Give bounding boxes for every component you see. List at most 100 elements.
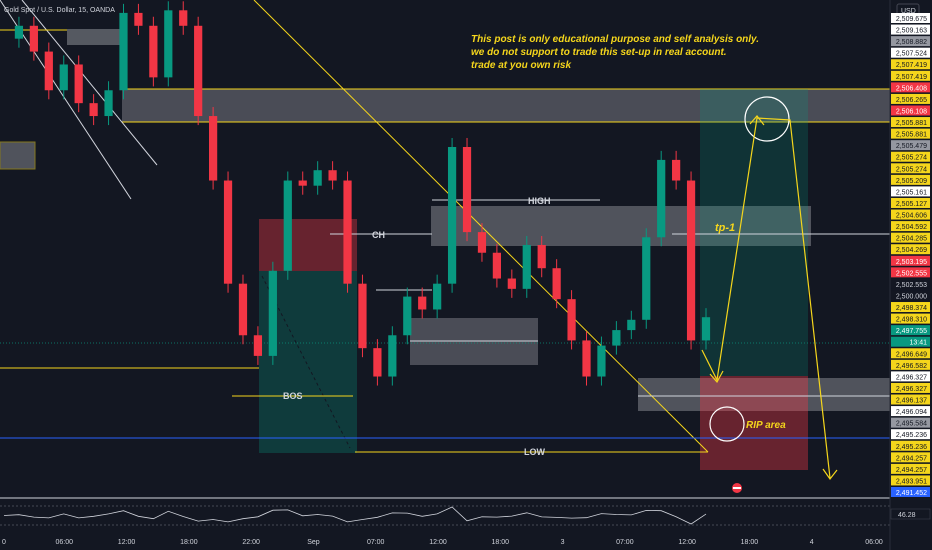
zone-right bbox=[638, 378, 890, 411]
price-tag bbox=[891, 197, 930, 208]
candle-body bbox=[59, 64, 68, 91]
price-tag-label: 2,504.592 bbox=[896, 224, 927, 231]
price-tag bbox=[891, 475, 930, 486]
candle-body bbox=[701, 317, 711, 341]
projection-path bbox=[701, 117, 831, 479]
candle-body bbox=[492, 252, 502, 279]
position-stop-zone[interactable] bbox=[700, 376, 808, 470]
label-high: HIGH bbox=[528, 196, 551, 206]
candle-body bbox=[462, 147, 472, 233]
candle-body bbox=[179, 10, 188, 26]
price-tag bbox=[891, 47, 930, 58]
price-tag-label: 2,502.553 bbox=[896, 282, 927, 289]
price-tag bbox=[891, 105, 930, 116]
price-tag bbox=[891, 487, 930, 497]
x-tick-label: 07:00 bbox=[367, 539, 385, 546]
price-tag-label: 2,504.285 bbox=[896, 236, 927, 243]
price-tag-label: 2,504.269 bbox=[896, 247, 927, 254]
candle-body bbox=[119, 12, 128, 91]
price-tag-label: 2,507.419 bbox=[896, 62, 927, 69]
x-tick-label: 12:00 bbox=[118, 539, 136, 546]
label-ch: CH bbox=[372, 230, 385, 240]
price-tag bbox=[891, 82, 930, 93]
x-ticks: 0 06:00 12:00 18:00 22:00 Sep 07:00 12:00 18:00 3… bbox=[2, 539, 883, 546]
candle-body bbox=[686, 180, 696, 341]
x-tick-label: 18:00 bbox=[180, 539, 198, 546]
price-tag-label: 2,498.374 bbox=[896, 305, 927, 312]
descending-trendline bbox=[253, 0, 709, 453]
candle-body bbox=[29, 25, 38, 52]
currency-label: USD bbox=[901, 8, 916, 15]
candle-body bbox=[208, 116, 218, 181]
price-tag-label: 2,493.951 bbox=[896, 478, 927, 485]
price-tag bbox=[891, 359, 930, 370]
price-tag-label: 2,496.137 bbox=[896, 398, 927, 405]
x-tick-label: 12:00 bbox=[678, 539, 696, 546]
channel-line-1 bbox=[21, 0, 158, 166]
candle-body bbox=[418, 296, 427, 310]
candle-body bbox=[223, 180, 233, 284]
candle-body bbox=[74, 64, 83, 104]
candle-body bbox=[403, 296, 412, 336]
price-tag-label: 2,496.094 bbox=[896, 409, 927, 416]
price-tag bbox=[891, 325, 930, 336]
price-tag-label: 2,506.408 bbox=[896, 85, 927, 92]
price-tag bbox=[891, 452, 930, 463]
price-tag-label: 2,509.675 bbox=[896, 16, 927, 23]
candle-body bbox=[343, 180, 352, 284]
price-tag-label: 2,494.257 bbox=[896, 455, 927, 462]
candle-body bbox=[612, 330, 621, 346]
price-tag-label: 2,496.649 bbox=[896, 351, 927, 358]
x-tick-label: 18:00 bbox=[741, 539, 759, 546]
price-tag bbox=[891, 336, 930, 347]
price-tag bbox=[891, 406, 930, 417]
candle-body bbox=[328, 170, 337, 181]
candle-body bbox=[507, 278, 516, 289]
price-tag bbox=[891, 440, 930, 451]
price-tag bbox=[891, 394, 930, 405]
price-tag bbox=[891, 313, 930, 324]
candle-body bbox=[537, 245, 546, 269]
price-tag-label: 2,508.882 bbox=[896, 39, 927, 46]
candle-body bbox=[313, 170, 322, 186]
price-tag bbox=[891, 371, 930, 382]
candle-body bbox=[433, 283, 442, 310]
price-tag-label: 2,506.265 bbox=[896, 97, 927, 104]
candle-body bbox=[627, 319, 636, 331]
price-tag bbox=[891, 36, 930, 47]
candles-layer bbox=[14, 1, 711, 386]
price-tag bbox=[891, 290, 930, 301]
x-tick-label: 22:00 bbox=[242, 539, 260, 546]
price-tag-label: 2,495.584 bbox=[896, 421, 927, 428]
arrow-down-head-2 bbox=[822, 468, 838, 481]
candle-body bbox=[134, 12, 143, 26]
zone-left bbox=[0, 141, 36, 170]
target-circle bbox=[744, 96, 790, 142]
price-tag-label: 2,491.452 bbox=[896, 490, 927, 497]
candle-body bbox=[388, 335, 397, 377]
price-tag-label: 2,502.555 bbox=[896, 270, 927, 277]
price-tag bbox=[891, 429, 930, 440]
candle-body bbox=[253, 335, 263, 356]
price-tag bbox=[891, 278, 930, 289]
disclaimer-line-3: trade at you own risk bbox=[471, 60, 571, 71]
x-tick-label: 18:00 bbox=[492, 539, 510, 546]
x-tick-label: 07:00 bbox=[616, 539, 634, 546]
price-tag bbox=[891, 140, 930, 151]
candle-body bbox=[567, 299, 576, 341]
price-tag-label: 2,505.274 bbox=[896, 166, 927, 173]
price-tag bbox=[891, 117, 930, 128]
price-tag-label: 2,505.161 bbox=[896, 189, 927, 196]
price-tag bbox=[891, 209, 930, 220]
price-tag-label: 2,495.236 bbox=[896, 444, 927, 451]
price-tag bbox=[891, 463, 930, 474]
candle-body bbox=[522, 245, 531, 289]
price-tag-label: 2,496.327 bbox=[896, 386, 927, 393]
time-axis[interactable] bbox=[0, 531, 890, 550]
price-tag-label: 2,505.479 bbox=[896, 143, 927, 150]
price-tag-label: 2,505.881 bbox=[896, 132, 927, 139]
price-tag-label: 2,505.127 bbox=[896, 201, 927, 208]
arrow-up-head bbox=[749, 115, 765, 126]
